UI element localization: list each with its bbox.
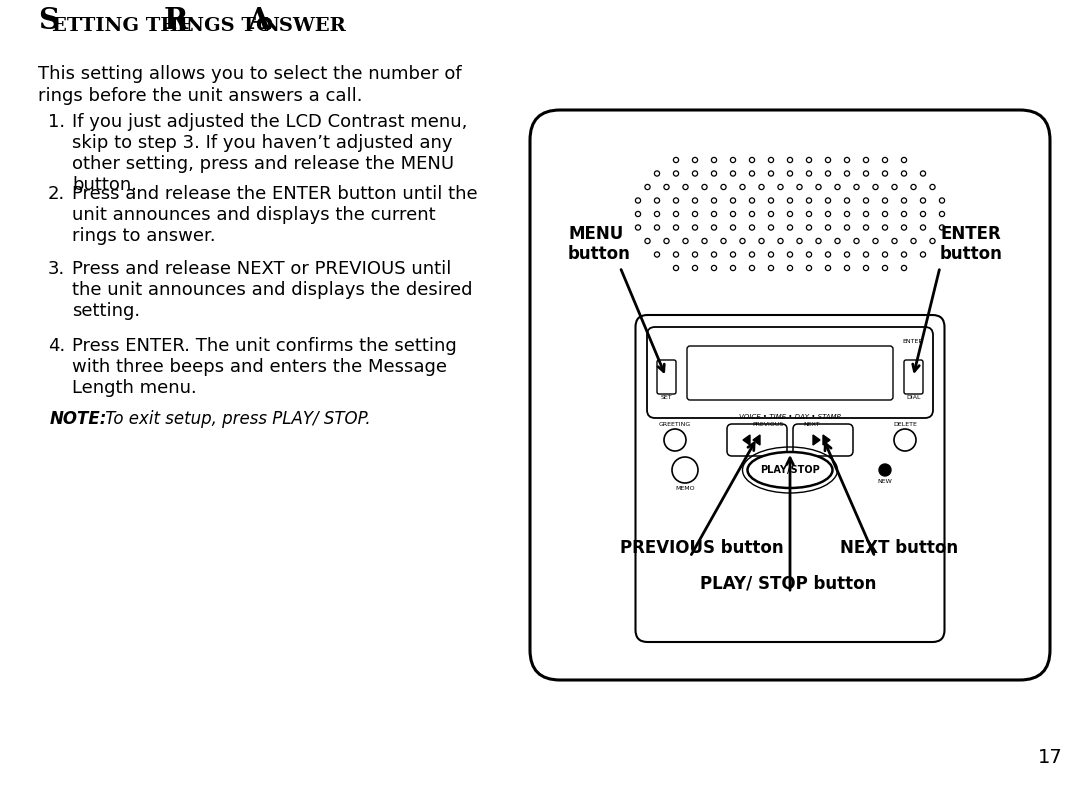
Text: 17: 17 xyxy=(1038,748,1063,767)
Polygon shape xyxy=(743,435,750,445)
FancyBboxPatch shape xyxy=(727,424,787,456)
Text: NEW: NEW xyxy=(878,479,892,484)
Text: ETTING THE: ETTING THE xyxy=(52,17,201,35)
Text: SET: SET xyxy=(661,395,673,400)
Text: 1.: 1. xyxy=(48,113,65,131)
Text: with three beeps and enters the Message: with three beeps and enters the Message xyxy=(72,358,447,376)
Text: GREETING: GREETING xyxy=(659,422,691,427)
Text: rings before the unit answers a call.: rings before the unit answers a call. xyxy=(38,87,363,105)
Text: rings to answer.: rings to answer. xyxy=(72,227,216,245)
Text: NEXT: NEXT xyxy=(804,422,821,427)
FancyBboxPatch shape xyxy=(635,315,945,642)
Circle shape xyxy=(894,429,916,451)
Text: setting.: setting. xyxy=(72,302,140,320)
Polygon shape xyxy=(753,435,760,445)
FancyBboxPatch shape xyxy=(904,360,923,394)
Polygon shape xyxy=(823,435,831,445)
Text: Press and release NEXT or PREVIOUS until: Press and release NEXT or PREVIOUS until xyxy=(72,260,451,278)
FancyBboxPatch shape xyxy=(657,360,676,394)
Text: PREVIOUS: PREVIOUS xyxy=(753,422,784,427)
FancyBboxPatch shape xyxy=(647,327,933,418)
Text: MENU: MENU xyxy=(568,225,623,243)
Text: skip to step 3. If you haven’t adjusted any: skip to step 3. If you haven’t adjusted … xyxy=(72,134,453,152)
Text: S: S xyxy=(38,6,59,35)
Text: PLAY/ STOP button: PLAY/ STOP button xyxy=(700,575,876,593)
Text: NSWER: NSWER xyxy=(261,17,346,35)
Text: Press and release the ENTER button until the: Press and release the ENTER button until… xyxy=(72,185,477,203)
Text: MEMO: MEMO xyxy=(675,486,694,491)
Text: DIAL: DIAL xyxy=(906,395,921,400)
Ellipse shape xyxy=(747,452,833,488)
Text: To exit setup, press PLAY/ STOP.: To exit setup, press PLAY/ STOP. xyxy=(100,410,370,428)
Text: VOICE • TIME • DAY • STAMP: VOICE • TIME • DAY • STAMP xyxy=(739,414,841,420)
Text: the unit announces and displays the desired: the unit announces and displays the desi… xyxy=(72,281,473,299)
FancyBboxPatch shape xyxy=(530,110,1050,680)
Text: PREVIOUS button: PREVIOUS button xyxy=(620,539,784,557)
Text: Press ENTER. The unit confirms the setting: Press ENTER. The unit confirms the setti… xyxy=(72,337,457,355)
Circle shape xyxy=(879,464,891,476)
Text: ENTER: ENTER xyxy=(940,225,1001,243)
Text: button: button xyxy=(568,245,631,263)
Text: 2.: 2. xyxy=(48,185,65,203)
Circle shape xyxy=(664,429,686,451)
FancyBboxPatch shape xyxy=(687,346,893,400)
Text: This setting allows you to select the number of: This setting allows you to select the nu… xyxy=(38,65,461,83)
Text: other setting, press and release the MENU: other setting, press and release the MEN… xyxy=(72,155,454,173)
Text: unit announces and displays the current: unit announces and displays the current xyxy=(72,206,435,224)
Text: button: button xyxy=(940,245,1003,263)
Text: PLAY/STOP: PLAY/STOP xyxy=(760,465,820,475)
Text: DELETE: DELETE xyxy=(893,422,917,427)
Text: 3.: 3. xyxy=(48,260,65,278)
Text: button.: button. xyxy=(72,176,137,194)
Text: NEXT button: NEXT button xyxy=(840,539,958,557)
Text: 4.: 4. xyxy=(48,337,65,355)
FancyBboxPatch shape xyxy=(793,424,853,456)
Text: A: A xyxy=(247,6,270,35)
Text: NOTE:: NOTE: xyxy=(50,410,107,428)
Text: Length menu.: Length menu. xyxy=(72,379,197,397)
Polygon shape xyxy=(813,435,820,445)
Circle shape xyxy=(672,457,698,483)
Text: ENTER: ENTER xyxy=(903,339,923,344)
Text: R: R xyxy=(164,6,188,35)
Text: INGS TO: INGS TO xyxy=(177,17,280,35)
Text: If you just adjusted the LCD Contrast menu,: If you just adjusted the LCD Contrast me… xyxy=(72,113,468,131)
